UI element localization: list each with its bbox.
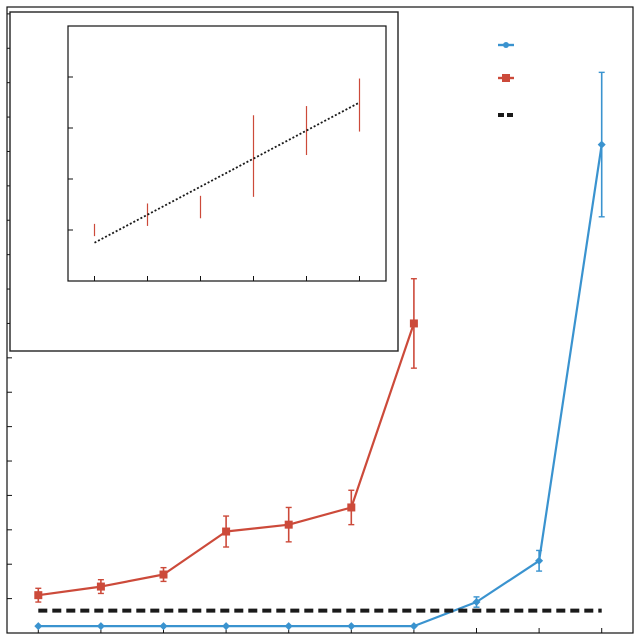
series-0-point: [159, 622, 168, 631]
series-0-point: [222, 622, 231, 631]
series-0-line: [38, 144, 603, 628]
main-plot-frame: [6, 6, 634, 634]
inset-outer-frame: [9, 11, 399, 352]
legend-swatch-marker-1: [502, 74, 510, 82]
series-0-point: [472, 598, 481, 607]
inset-plot-frame: [67, 25, 387, 282]
series-0-point: [347, 622, 356, 631]
series-1-point: [159, 570, 168, 579]
series-1-point: [409, 319, 418, 328]
series-0-point: [409, 622, 418, 631]
series-0-point: [96, 622, 105, 631]
series-1-point: [96, 582, 105, 591]
series-0-point: [284, 622, 293, 631]
series-1-point: [284, 520, 293, 529]
inset-fit-line: [94, 101, 360, 244]
series-1-point: [222, 527, 231, 536]
series-1-point: [347, 503, 356, 512]
series-0-point: [597, 140, 606, 149]
legend-swatch-marker-0: [503, 42, 509, 48]
inset-chart: [9, 11, 399, 352]
main-chart: [6, 6, 634, 634]
series-1-point: [34, 591, 43, 600]
series-0-point: [535, 556, 544, 565]
series-0-point: [34, 622, 43, 631]
